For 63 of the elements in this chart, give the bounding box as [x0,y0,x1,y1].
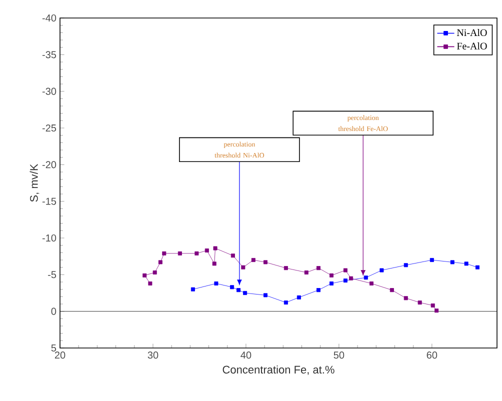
x-axis-title: Concentration Fe, at.% [222,365,334,375]
y-tick-label: -15 [42,198,56,205]
point [343,268,348,272]
point [304,270,308,274]
point [152,270,157,274]
point [204,248,209,252]
legend-label: Ni-AlO [456,28,487,36]
y-tick-label: -40 [42,14,56,22]
point [418,300,422,305]
point [430,303,435,308]
point [450,260,454,264]
x-tick-label: 60 [426,352,438,359]
point [158,260,162,264]
point [369,281,374,286]
y-tick-label: -30 [42,88,56,95]
point [212,262,216,266]
point [190,287,195,292]
point [241,265,246,270]
y-tick-label: -10 [42,234,56,242]
point [404,296,408,300]
point [251,258,256,262]
point [284,300,288,305]
y-tick-label: 5 [51,344,56,352]
point [142,273,147,278]
point [213,246,218,250]
y-tick-label: -20 [42,161,56,168]
y-axis-title: S, mv/K [30,164,40,202]
point [364,276,368,280]
point [284,266,288,270]
y-tick-label: -5 [48,271,56,278]
y-tick-label: -25 [42,124,56,132]
point [464,262,468,266]
point [243,291,248,296]
legend-label: Fe-AlO [456,42,487,50]
point [296,295,301,300]
point [194,251,199,256]
x-tick-label: 50 [334,352,344,359]
point [230,254,235,258]
y-tick-label: 0 [51,308,56,315]
y-tick-label: -35 [42,51,56,58]
point [390,288,394,292]
point [430,258,434,262]
point [434,308,439,313]
point [330,281,334,286]
point [380,268,384,272]
x-tick-label: 20 [54,352,66,359]
point [230,285,234,290]
point [263,260,268,264]
point [263,293,268,298]
point [316,266,320,270]
point [316,288,320,292]
point [404,263,408,268]
point [475,265,480,270]
point [330,273,334,278]
x-tick-label: 40 [240,352,252,359]
point [162,251,166,256]
point [178,251,182,256]
point [343,278,348,283]
x-tick-label: 30 [148,352,158,359]
point [148,281,152,286]
point [214,281,218,286]
point [236,288,241,292]
point [349,276,354,280]
